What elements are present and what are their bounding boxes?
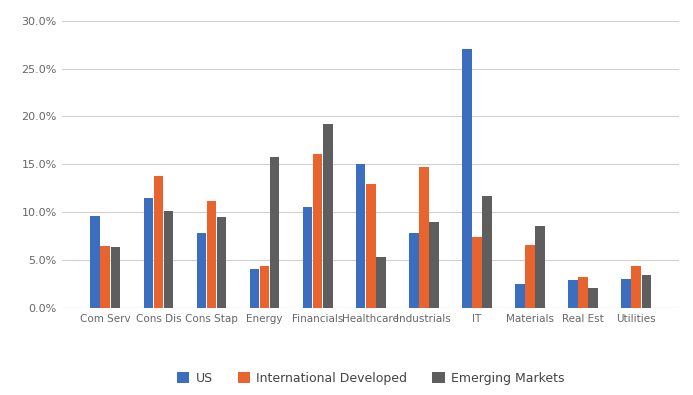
Bar	[525, 245, 535, 308]
Bar	[249, 269, 259, 308]
Bar	[515, 284, 525, 308]
Bar	[642, 275, 651, 308]
Bar	[568, 280, 578, 308]
Bar	[409, 233, 419, 308]
Bar	[366, 184, 376, 308]
Bar	[419, 167, 429, 308]
Bar	[90, 216, 100, 308]
Bar	[197, 233, 206, 308]
Bar	[260, 266, 270, 308]
Bar	[207, 201, 216, 308]
Bar	[313, 154, 322, 308]
Bar	[482, 196, 492, 308]
Bar	[579, 277, 588, 308]
Legend: US, International Developed, Emerging Markets: US, International Developed, Emerging Ma…	[172, 367, 570, 390]
Bar	[164, 211, 173, 308]
Bar	[588, 288, 598, 308]
Bar	[462, 49, 472, 308]
Bar	[143, 198, 153, 308]
Bar	[100, 246, 110, 308]
Bar	[303, 207, 313, 308]
Bar	[323, 124, 333, 308]
Bar	[376, 257, 385, 308]
Bar	[154, 176, 163, 308]
Bar	[622, 279, 631, 308]
Bar	[217, 217, 227, 308]
Bar	[356, 164, 365, 308]
Bar	[536, 226, 545, 308]
Bar	[429, 222, 439, 308]
Bar	[631, 266, 641, 308]
Bar	[111, 247, 120, 308]
Bar	[270, 157, 279, 308]
Bar	[472, 237, 482, 308]
